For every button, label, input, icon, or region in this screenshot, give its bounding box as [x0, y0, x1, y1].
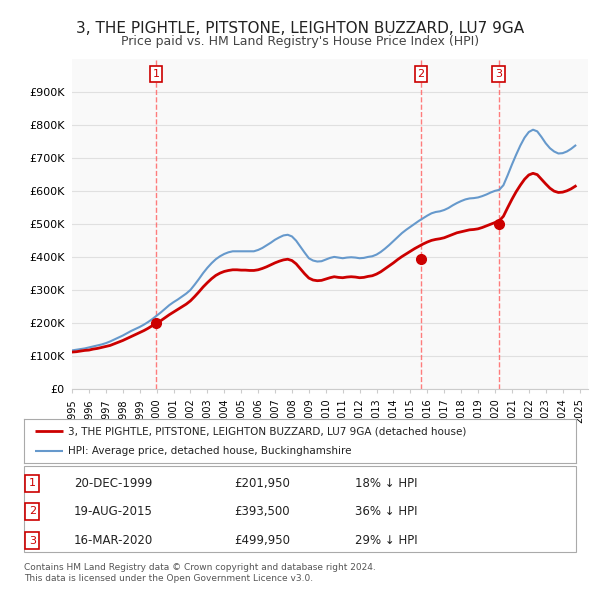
Text: 16-MAR-2020: 16-MAR-2020	[74, 534, 153, 547]
Text: 1: 1	[29, 478, 36, 488]
Text: £499,950: £499,950	[234, 534, 290, 547]
Text: 1: 1	[152, 69, 160, 79]
Text: 3, THE PIGHTLE, PITSTONE, LEIGHTON BUZZARD, LU7 9GA: 3, THE PIGHTLE, PITSTONE, LEIGHTON BUZZA…	[76, 21, 524, 35]
Text: 2: 2	[418, 69, 425, 79]
Text: HPI: Average price, detached house, Buckinghamshire: HPI: Average price, detached house, Buck…	[68, 446, 352, 455]
Text: Price paid vs. HM Land Registry's House Price Index (HPI): Price paid vs. HM Land Registry's House …	[121, 35, 479, 48]
Text: 19-AUG-2015: 19-AUG-2015	[74, 505, 152, 518]
Text: £393,500: £393,500	[234, 505, 289, 518]
Text: 3: 3	[29, 536, 36, 546]
Text: 2: 2	[29, 506, 36, 516]
Text: 20-DEC-1999: 20-DEC-1999	[74, 477, 152, 490]
Text: 18% ↓ HPI: 18% ↓ HPI	[355, 477, 418, 490]
Text: Contains HM Land Registry data © Crown copyright and database right 2024.
This d: Contains HM Land Registry data © Crown c…	[24, 563, 376, 583]
Text: £201,950: £201,950	[234, 477, 290, 490]
Text: 3, THE PIGHTLE, PITSTONE, LEIGHTON BUZZARD, LU7 9GA (detached house): 3, THE PIGHTLE, PITSTONE, LEIGHTON BUZZA…	[68, 427, 467, 436]
Text: 36% ↓ HPI: 36% ↓ HPI	[355, 505, 418, 518]
Text: 3: 3	[495, 69, 502, 79]
Text: 29% ↓ HPI: 29% ↓ HPI	[355, 534, 418, 547]
